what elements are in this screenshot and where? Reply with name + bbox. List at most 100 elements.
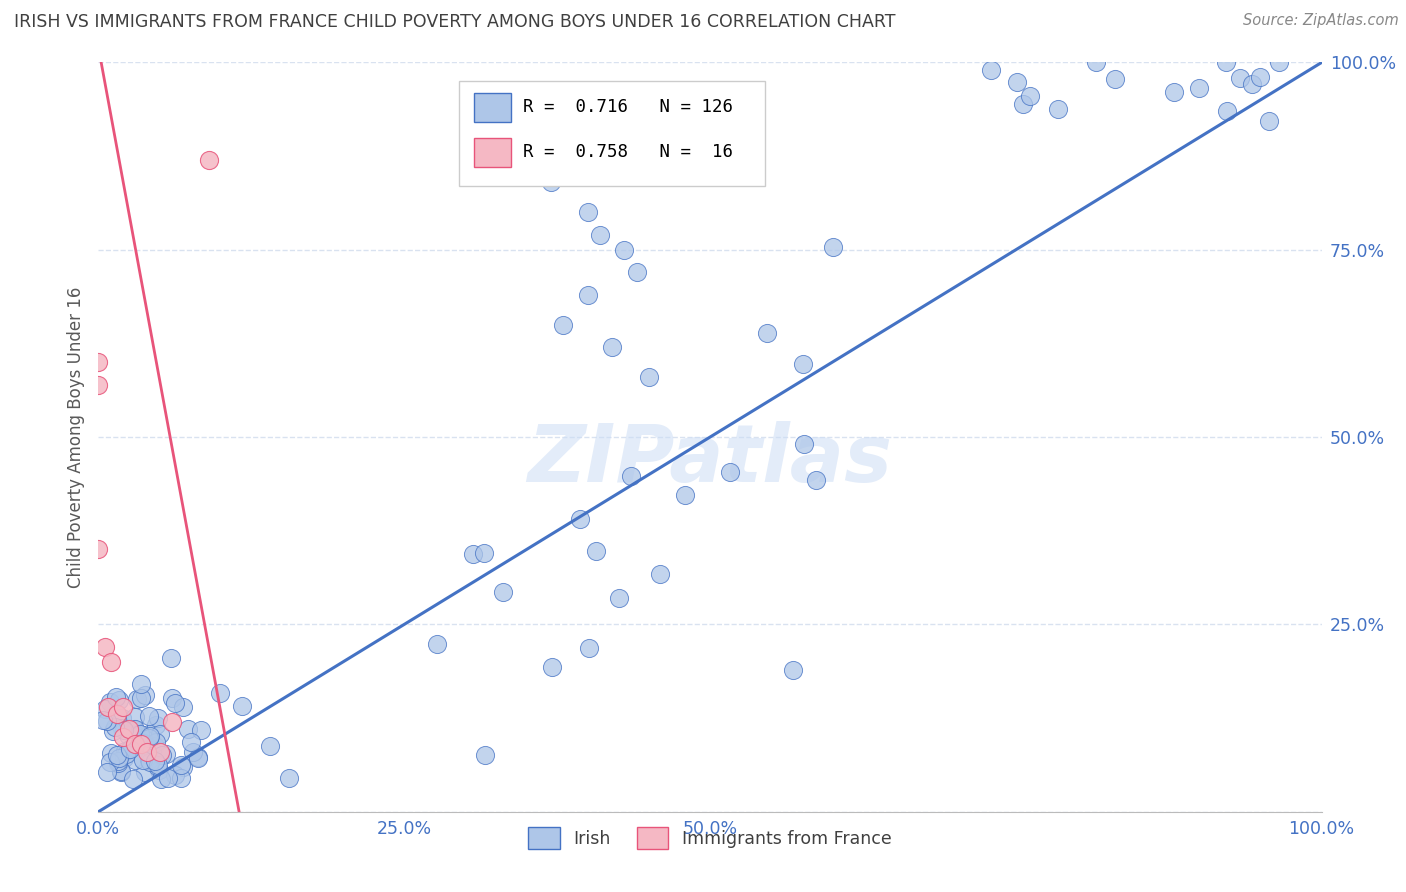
Point <box>127 692 149 706</box>
Point <box>118 742 141 756</box>
Point <box>138 726 160 740</box>
Point <box>650 566 672 581</box>
Point <box>165 768 187 782</box>
Point <box>148 763 170 777</box>
Point <box>111 730 134 744</box>
Point <box>472 546 495 560</box>
Text: ZIPatlas: ZIPatlas <box>527 420 893 499</box>
Point <box>121 739 143 754</box>
Point <box>190 723 212 738</box>
Point <box>181 745 204 759</box>
Point <box>107 754 129 768</box>
Point <box>1163 86 1185 100</box>
Point <box>98 755 121 769</box>
Point <box>160 714 183 729</box>
Point <box>105 747 128 762</box>
Point <box>157 771 180 785</box>
Point <box>718 465 741 479</box>
Point <box>600 340 623 354</box>
Point <box>112 723 135 738</box>
Point <box>1005 75 1028 89</box>
Point <box>105 707 128 722</box>
Point <box>1215 103 1237 118</box>
Point <box>138 753 160 767</box>
Point <box>117 728 139 742</box>
Point <box>172 699 194 714</box>
Point <box>792 357 814 371</box>
Point <box>540 659 562 673</box>
Point <box>823 240 845 254</box>
Point <box>782 663 804 677</box>
Point <box>114 744 136 758</box>
Point <box>141 742 163 756</box>
Point <box>607 591 630 605</box>
Point <box>209 686 232 700</box>
Point <box>474 748 496 763</box>
Point <box>673 488 696 502</box>
Point <box>104 720 127 734</box>
Point <box>93 640 115 654</box>
Point <box>139 756 162 770</box>
Text: R =  0.716   N = 126: R = 0.716 N = 126 <box>523 98 733 116</box>
Point <box>793 436 815 450</box>
Point <box>118 723 141 737</box>
Point <box>111 711 134 725</box>
Point <box>170 758 193 772</box>
Point <box>1011 96 1033 111</box>
Point <box>136 745 159 759</box>
Point <box>129 737 152 751</box>
Point <box>129 727 152 741</box>
Point <box>1229 71 1251 86</box>
Point <box>111 721 134 735</box>
Text: IRISH VS IMMIGRANTS FROM FRANCE CHILD POVERTY AMONG BOYS UNDER 16 CORRELATION CH: IRISH VS IMMIGRANTS FROM FRANCE CHILD PO… <box>14 13 896 31</box>
Point <box>1085 55 1108 70</box>
Point <box>150 747 173 762</box>
Point <box>1046 102 1069 116</box>
Point <box>125 730 148 744</box>
Point <box>134 764 156 779</box>
Point <box>97 699 120 714</box>
Point <box>139 729 162 743</box>
Point <box>980 63 1002 78</box>
Point <box>96 714 118 728</box>
Point <box>589 227 612 242</box>
Point <box>132 753 155 767</box>
Point <box>1104 71 1126 86</box>
Point <box>177 722 200 736</box>
Point <box>124 727 146 741</box>
Point <box>87 377 110 392</box>
Point <box>93 713 115 727</box>
Point <box>461 547 484 561</box>
Point <box>122 722 145 736</box>
Point <box>149 727 172 741</box>
Point <box>149 772 172 787</box>
Bar <box>460 81 765 186</box>
Point <box>111 699 134 714</box>
Point <box>197 153 219 167</box>
Point <box>259 739 281 753</box>
Point <box>124 710 146 724</box>
Point <box>1241 78 1264 92</box>
Bar <box>474 93 510 121</box>
Point <box>100 695 122 709</box>
Point <box>155 747 177 762</box>
Point <box>755 326 778 341</box>
Point <box>108 751 131 765</box>
Point <box>492 585 515 599</box>
Point <box>1249 70 1271 84</box>
Point <box>146 710 169 724</box>
Point <box>100 746 122 760</box>
Point <box>578 640 600 655</box>
Point <box>124 723 146 737</box>
Point <box>1258 114 1281 128</box>
Point <box>101 723 124 738</box>
Text: R =  0.758   N =  16: R = 0.758 N = 16 <box>523 144 733 161</box>
Point <box>138 731 160 745</box>
Point <box>131 691 153 706</box>
Point <box>135 739 157 753</box>
Point <box>124 737 146 751</box>
Point <box>121 772 143 786</box>
Point <box>107 693 129 707</box>
Legend: Irish, Immigrants from France: Irish, Immigrants from France <box>522 821 898 855</box>
Point <box>576 205 599 219</box>
